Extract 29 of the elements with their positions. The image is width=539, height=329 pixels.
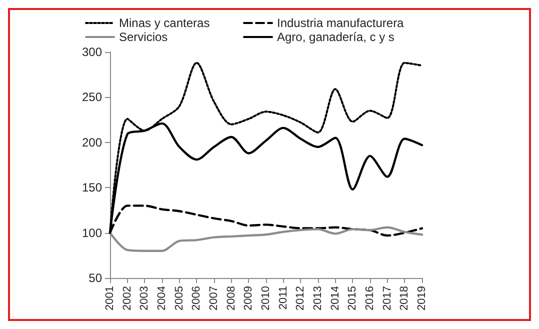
x-tick-label: 2017 [381,286,394,310]
x-tick-label: 2004 [156,286,168,310]
x-tick-label: 2011 [277,286,290,310]
x-tick-label: 2006 [190,286,203,310]
x-tick-label: 2002 [121,286,134,310]
x-tick-label: 2014 [329,286,342,310]
y-tick-label: 300 [82,45,102,59]
x-tick-label: 2012 [294,286,307,310]
x-tick-label: 2019 [416,286,428,310]
legend-label: Minas y canteras [119,16,210,30]
y-tick-label: 50 [88,271,102,285]
x-tick-label: 2013 [312,286,324,310]
y-tick-label: 200 [82,135,102,150]
x-tick-label: 2018 [398,286,411,310]
x-tick-label: 2009 [242,286,255,310]
x-tick-label: 2015 [346,286,359,310]
x-tick-label: 2003 [138,286,151,310]
legend-label: Industria manufacturera [277,16,404,30]
x-tick-label: 2010 [260,286,272,310]
y-tick-label: 150 [82,180,102,195]
y-tick-label: 250 [82,90,102,104]
x-tick-label: 2005 [173,286,186,310]
x-tick-label: 2008 [225,286,238,310]
y-tick-label: 100 [82,226,102,240]
x-tick-label: 2001 [104,286,116,310]
legend-label: Agro, ganadería, c y s [277,30,394,44]
x-tick-label: 2007 [208,286,220,310]
legend-label: Servicios [119,30,168,44]
x-tick-label: 2016 [364,286,376,310]
